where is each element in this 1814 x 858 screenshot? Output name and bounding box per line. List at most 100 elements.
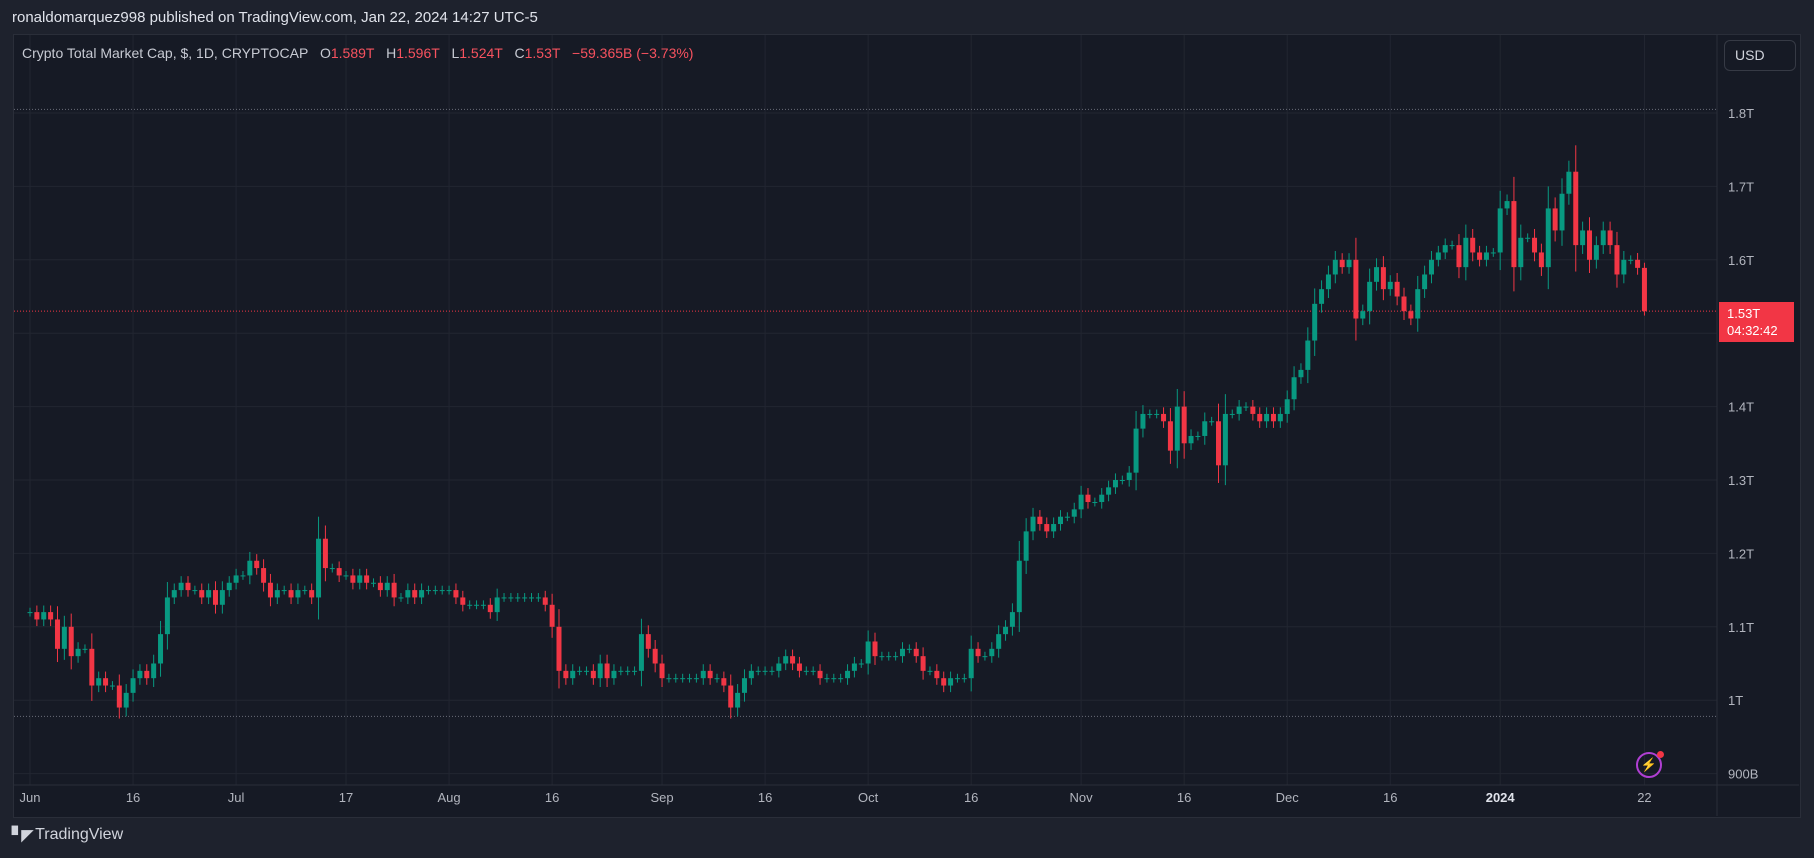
candle-body xyxy=(611,670,617,679)
candle-body xyxy=(467,604,473,606)
bar-countdown: 04:32:42 xyxy=(1727,323,1778,338)
low-value: 1.524T xyxy=(459,45,503,61)
candle-body xyxy=(1284,399,1290,414)
candle-body xyxy=(219,590,225,605)
footer-brand[interactable]: ▘◤ TradingView xyxy=(12,826,123,844)
candle-body xyxy=(123,692,129,708)
candle-body xyxy=(453,590,459,598)
candle-body xyxy=(906,648,912,650)
candle-body xyxy=(1442,245,1448,253)
candle-body xyxy=(116,685,122,708)
candle-body xyxy=(1449,245,1455,247)
candle-body xyxy=(226,582,232,591)
y-tick-label: 1.8T xyxy=(1728,106,1754,121)
candle-body xyxy=(322,538,328,569)
candle-body xyxy=(164,597,170,635)
candle-body xyxy=(446,590,452,592)
candle-body xyxy=(27,612,33,614)
candle-body xyxy=(144,670,150,679)
candle-body xyxy=(1058,516,1063,525)
candle-body xyxy=(1298,369,1304,378)
candle-body xyxy=(645,634,651,649)
candle-body xyxy=(721,678,727,686)
low-label: L xyxy=(451,45,460,61)
candle-body xyxy=(82,648,88,650)
candle-body xyxy=(1456,245,1462,268)
candle-body xyxy=(130,678,136,693)
candle-body xyxy=(845,670,851,679)
candle-body xyxy=(790,656,796,664)
candle-body xyxy=(762,670,768,672)
candle-body xyxy=(199,590,205,598)
candle-body xyxy=(577,670,583,672)
symbol-title[interactable]: Crypto Total Market Cap, $, 1D, CRYPTOCA… xyxy=(22,45,309,61)
candle-body xyxy=(1428,259,1434,275)
candle-body xyxy=(810,670,816,672)
x-tick-label: 16 xyxy=(1383,790,1397,805)
candle-body xyxy=(487,604,493,613)
candle-body xyxy=(1229,413,1235,415)
publisher-info: ronaldomarquez998 published on TradingVi… xyxy=(12,9,538,26)
x-tick-label: Jun xyxy=(20,790,41,805)
candle-body xyxy=(755,670,761,672)
candle-body xyxy=(858,663,864,665)
candle-body xyxy=(329,568,335,570)
x-tick-label: 16 xyxy=(126,790,140,805)
candle-body xyxy=(1525,237,1531,239)
open-label: O xyxy=(319,45,331,61)
chart-pane[interactable] xyxy=(13,34,1801,818)
candle-body xyxy=(652,648,658,664)
candle-body xyxy=(1339,259,1345,268)
candle-body xyxy=(1003,626,1009,635)
candle-body xyxy=(817,670,823,679)
candle-body xyxy=(1119,480,1125,481)
candle-body xyxy=(1216,421,1222,466)
candle-body xyxy=(1016,560,1022,613)
candle-body xyxy=(274,590,280,598)
candle-body xyxy=(563,670,569,679)
candle-body xyxy=(1532,237,1538,253)
candle-body xyxy=(75,648,81,657)
y-tick-label: 1.2T xyxy=(1728,546,1754,561)
candle-body xyxy=(1518,237,1524,268)
candle-body xyxy=(783,656,789,664)
candle-body xyxy=(700,670,706,679)
candle-body xyxy=(1277,413,1283,422)
candle-body xyxy=(714,678,720,680)
candle-body xyxy=(1209,421,1215,423)
candle-body xyxy=(1112,480,1118,488)
candle-body xyxy=(1394,281,1400,297)
candle-body xyxy=(432,590,438,592)
candle-body xyxy=(1353,259,1359,319)
y-tick-label: 1.1T xyxy=(1728,620,1754,635)
candle-body xyxy=(1092,502,1098,504)
candle-body xyxy=(1161,413,1167,422)
candle-body xyxy=(934,670,940,679)
candle-body xyxy=(288,590,294,598)
currency-button[interactable]: USD xyxy=(1724,40,1796,71)
last-price-value: 1.53T xyxy=(1727,306,1761,321)
candle-body xyxy=(666,678,672,680)
candle-body xyxy=(989,648,995,657)
candle-body xyxy=(384,582,390,591)
candle-body xyxy=(673,678,679,680)
lightning-bolt-icon[interactable]: ⚡ xyxy=(1636,751,1664,778)
candle-body xyxy=(109,685,115,687)
candle-body xyxy=(1051,524,1057,532)
candle-body xyxy=(501,597,507,599)
candle-body xyxy=(1064,516,1070,518)
y-tick-label: 1.4T xyxy=(1728,400,1754,415)
candle-body xyxy=(1504,201,1510,209)
x-tick-label: 16 xyxy=(758,790,772,805)
candle-body xyxy=(1243,406,1249,408)
candle-body xyxy=(1167,421,1173,451)
candle-body xyxy=(171,590,177,598)
candle-body xyxy=(103,678,109,686)
candle-body xyxy=(178,582,184,591)
candle-body xyxy=(480,604,486,606)
x-tick-label: 2024 xyxy=(1486,790,1516,805)
x-tick-label: Aug xyxy=(437,790,460,805)
candle-body xyxy=(1202,421,1208,436)
candle-body xyxy=(1380,267,1386,290)
